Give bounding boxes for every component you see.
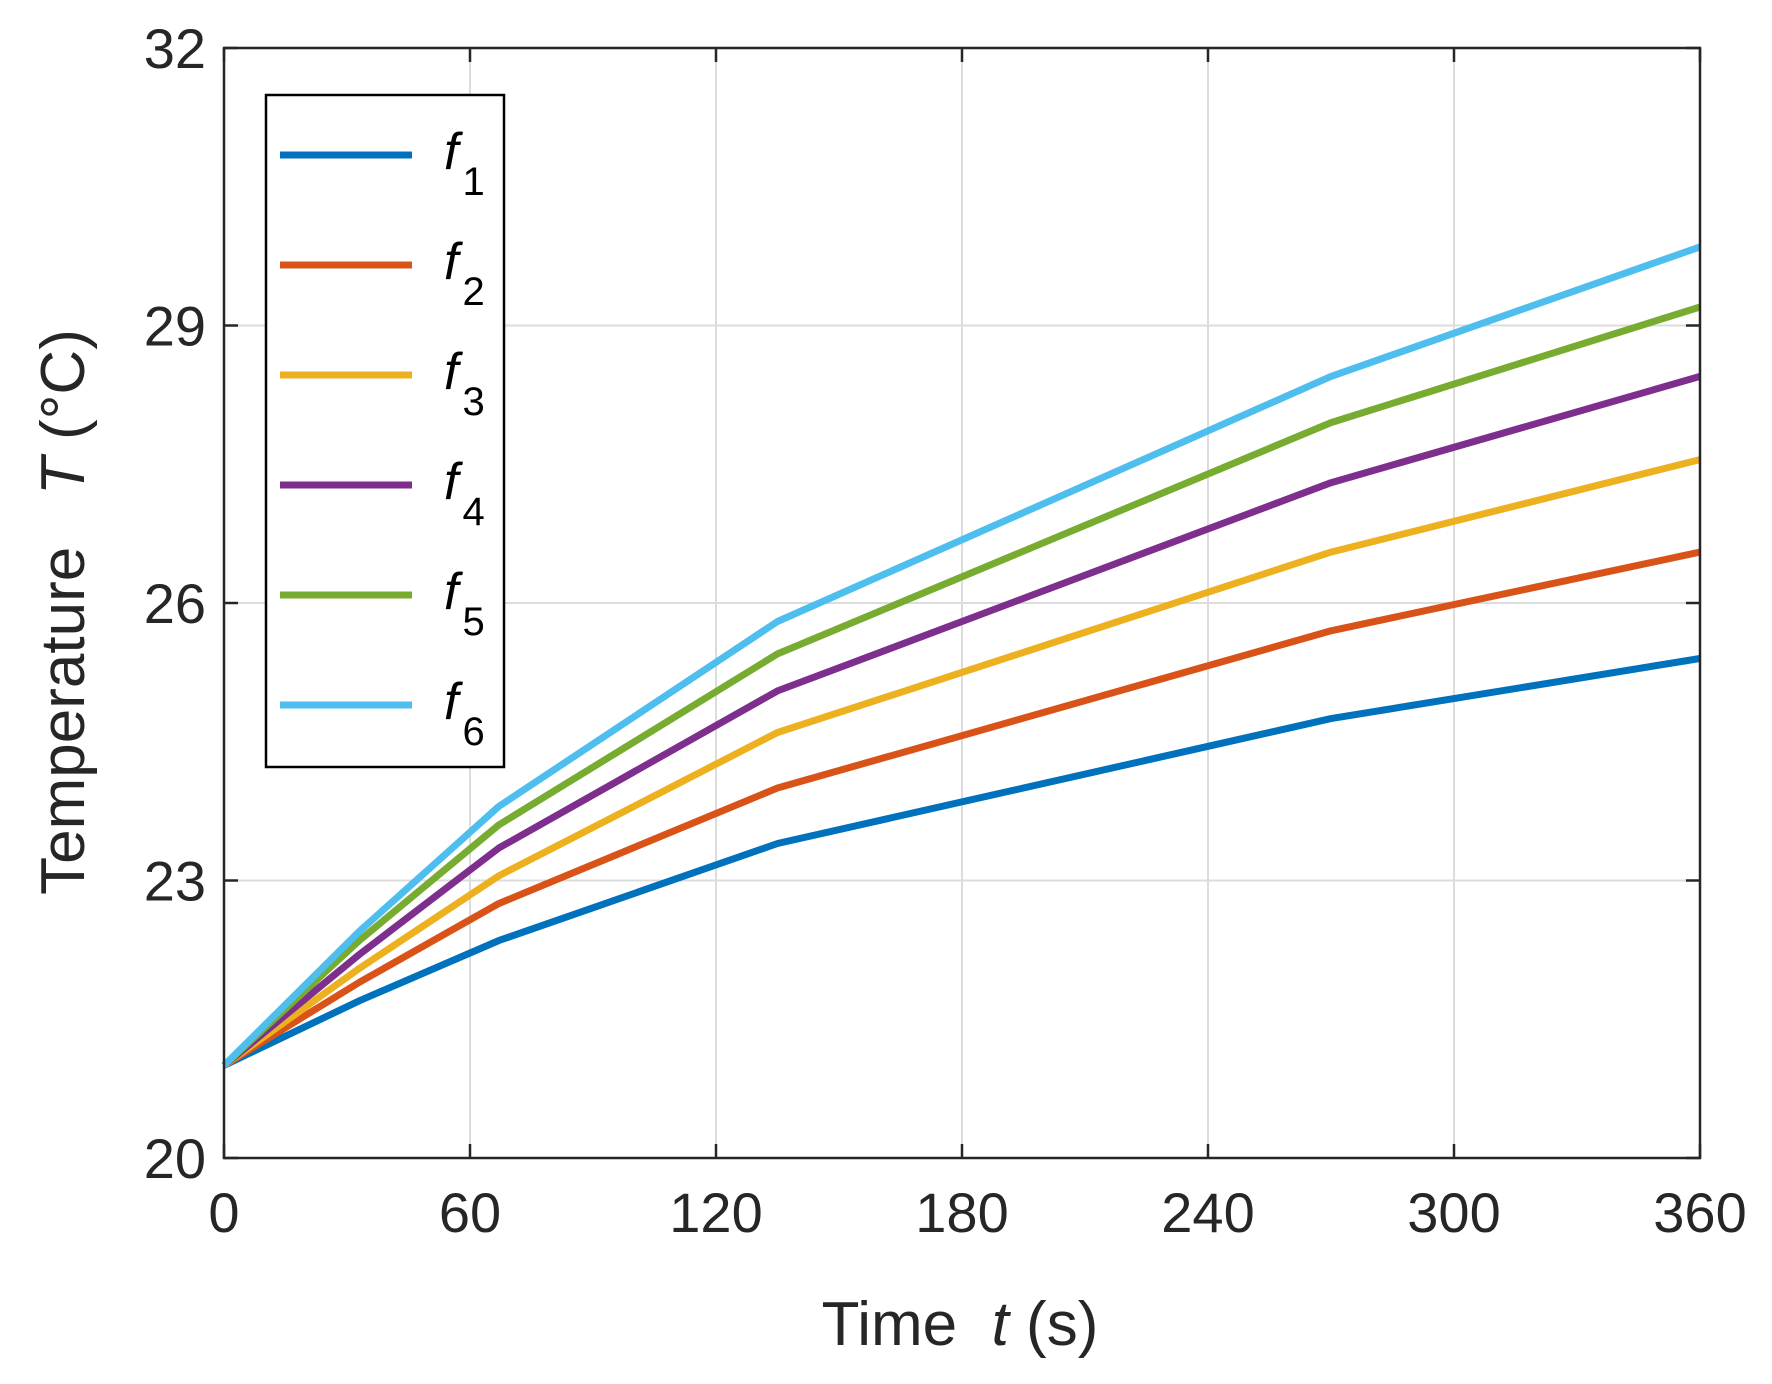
x-tick-label: 300 <box>1407 1181 1500 1244</box>
legend-box <box>264 93 506 769</box>
y-tick-label: 20 <box>144 1127 206 1190</box>
legend-item-f1: f1 <box>280 123 485 204</box>
x-tick-label: 180 <box>915 1181 1008 1244</box>
y-tick-label: 23 <box>144 850 206 913</box>
ticks <box>222 46 1702 1160</box>
series-line-f4 <box>221 373 1701 1069</box>
series-line-f2 <box>222 548 1701 1069</box>
legend-item-f2: f2 <box>280 233 485 314</box>
legend-label-f6: f6 <box>444 673 485 754</box>
series-line-f6 <box>221 243 1702 1068</box>
x-tick-label: 120 <box>669 1181 762 1244</box>
x-tick-label: 360 <box>1653 1181 1746 1244</box>
series-lines <box>221 243 1702 1069</box>
legend-label-f2: f2 <box>444 233 485 314</box>
legend-label-f4: f4 <box>444 453 485 534</box>
legend-label-f1: f1 <box>444 123 485 204</box>
legend: f1 f2 f3 f4 f5 f6 <box>264 93 506 769</box>
series-line-f3 <box>221 456 1701 1069</box>
series-line-f1 <box>222 655 1701 1069</box>
legend-item-f3: f3 <box>280 343 485 424</box>
tick-labels: 0 60 120 180 240 300 360 20 23 26 29 32 <box>144 17 1747 1244</box>
x-tick-label: 0 <box>208 1181 239 1244</box>
y-tick-label: 32 <box>144 17 206 80</box>
legend-item-f5: f5 <box>280 563 485 644</box>
legend-item-f6: f6 <box>280 673 485 754</box>
legend-item-f4: f4 <box>280 453 485 534</box>
y-tick-label: 26 <box>144 572 206 635</box>
y-axis-label: Temperature T (°C) <box>29 329 98 895</box>
x-tick-label: 240 <box>1161 1181 1254 1244</box>
y-tick-label: 29 <box>144 295 206 358</box>
x-axis-label: Time t (s) <box>822 1290 1099 1359</box>
legend-label-f5: f5 <box>444 563 485 644</box>
series-line-f5 <box>221 303 1702 1069</box>
x-tick-label: 60 <box>439 1181 501 1244</box>
legend-label-f3: f3 <box>444 343 485 424</box>
